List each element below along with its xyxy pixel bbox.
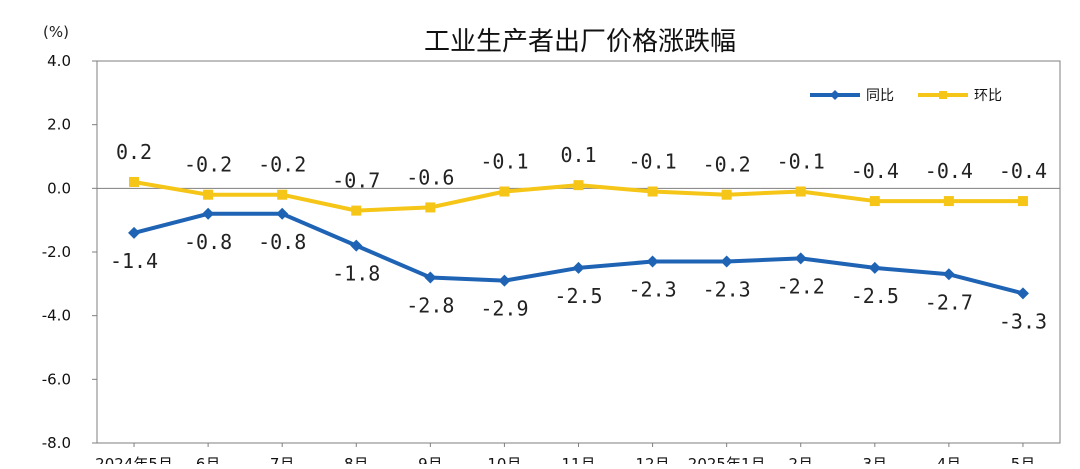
chart-title: 工业生产者出厂价格涨跌幅 bbox=[424, 27, 736, 57]
data-point-marker bbox=[721, 189, 732, 200]
data-label: -1.8 bbox=[332, 262, 380, 286]
series-layer bbox=[128, 176, 1029, 300]
data-point-marker bbox=[1017, 196, 1028, 207]
tick-labels: 4.0 2.0 0.0 -2.0 -4.0 -6.0 -8.0 2024年5月 6月 7月 8月 9月… bbox=[42, 52, 1036, 469]
data-label: -0.6 bbox=[406, 165, 454, 189]
data-label: -2.5 bbox=[851, 284, 899, 308]
data-label: -2.5 bbox=[554, 284, 602, 308]
data-label: -0.1 bbox=[480, 150, 528, 174]
data-label: -2.3 bbox=[703, 278, 751, 302]
x-tick-label: 2025年1月 bbox=[688, 455, 766, 464]
data-point-marker bbox=[203, 189, 214, 200]
data-label: -0.2 bbox=[703, 153, 751, 177]
y-tick-label: 2.0 bbox=[47, 116, 71, 134]
data-label: -0.2 bbox=[184, 153, 232, 177]
data-label: -2.9 bbox=[480, 297, 528, 321]
data-point-marker bbox=[794, 252, 807, 265]
data-label: -2.3 bbox=[628, 278, 676, 302]
data-label: 0.2 bbox=[116, 140, 152, 164]
y-tick-label: -6.0 bbox=[42, 370, 71, 388]
x-tick-label: 12月 bbox=[636, 455, 670, 464]
x-tick-label: 4月 bbox=[937, 455, 962, 464]
y-axis-unit-label: (%) bbox=[43, 23, 69, 41]
data-label: -0.8 bbox=[258, 230, 306, 254]
legend-label: 同比 bbox=[866, 88, 894, 104]
data-point-marker bbox=[498, 274, 511, 287]
data-point-marker bbox=[720, 255, 733, 268]
x-tick-label: 2月 bbox=[788, 455, 813, 464]
x-tick-label: 5月 bbox=[1011, 455, 1036, 464]
data-label: -1.4 bbox=[110, 249, 158, 273]
data-point-marker bbox=[573, 180, 584, 191]
x-tick-label: 3月 bbox=[863, 455, 888, 464]
x-tick-label: 7月 bbox=[270, 455, 295, 464]
legend-item: 环比 bbox=[918, 88, 1002, 104]
data-point-marker bbox=[869, 196, 880, 207]
data-point-marker bbox=[202, 207, 215, 220]
data-point-marker bbox=[499, 186, 510, 197]
legend: 同比 环比 bbox=[810, 88, 1002, 104]
data-point-marker bbox=[351, 205, 362, 216]
y-tick-label: 0.0 bbox=[47, 179, 71, 197]
data-label: -3.3 bbox=[999, 309, 1047, 333]
data-point-marker bbox=[128, 226, 141, 239]
data-point-marker bbox=[795, 186, 806, 197]
legend-item: 同比 bbox=[810, 88, 894, 104]
data-point-marker bbox=[425, 202, 436, 213]
x-tick-label: 6月 bbox=[196, 455, 221, 464]
legend-marker bbox=[939, 91, 947, 99]
data-label: -0.8 bbox=[184, 230, 232, 254]
data-point-marker bbox=[277, 189, 288, 200]
data-label: -0.7 bbox=[332, 169, 380, 193]
data-label: -0.2 bbox=[258, 153, 306, 177]
data-label: 0.1 bbox=[560, 143, 596, 167]
data-point-marker bbox=[943, 196, 954, 207]
series-yoy bbox=[128, 207, 1029, 300]
data-point-marker bbox=[276, 207, 289, 220]
data-label: -0.1 bbox=[777, 150, 825, 174]
x-tick-label: 10月 bbox=[487, 455, 521, 464]
legend-label: 环比 bbox=[974, 88, 1002, 104]
data-point-marker bbox=[129, 176, 140, 187]
y-tick-label: -8.0 bbox=[42, 434, 71, 452]
data-point-marker bbox=[868, 261, 881, 274]
data-point-marker bbox=[647, 186, 658, 197]
plot-area-border bbox=[96, 60, 1061, 444]
x-tick-label: 8月 bbox=[344, 455, 369, 464]
data-point-marker bbox=[646, 255, 659, 268]
y-tick-label: -2.0 bbox=[42, 243, 71, 261]
data-point-marker bbox=[572, 261, 585, 274]
data-label: -0.4 bbox=[851, 159, 899, 183]
x-tick-label: 9月 bbox=[418, 455, 443, 464]
x-tick-label: 11月 bbox=[561, 455, 595, 464]
x-tick-label: 2024年5月 bbox=[95, 455, 173, 464]
axes bbox=[92, 60, 1061, 447]
data-label: -2.2 bbox=[777, 274, 825, 298]
data-label: -0.4 bbox=[925, 159, 973, 183]
data-point-marker bbox=[1016, 287, 1029, 300]
series-mom bbox=[129, 176, 1028, 216]
data-labels: -1.4 -0.8 -0.8 -1.8 -2.8 -2.9 -2.5 -2.3 -2.3 -2.2… bbox=[110, 140, 1047, 333]
data-label: -0.1 bbox=[628, 150, 676, 174]
y-tick-label: -4.0 bbox=[42, 307, 71, 325]
data-point-marker bbox=[942, 268, 955, 281]
data-point-marker bbox=[424, 271, 437, 284]
data-point-marker bbox=[350, 239, 363, 252]
data-label: -2.7 bbox=[925, 290, 973, 314]
y-tick-label: 4.0 bbox=[47, 52, 71, 70]
data-label: -0.4 bbox=[999, 159, 1047, 183]
data-label: -2.8 bbox=[406, 293, 454, 317]
legend-marker bbox=[830, 90, 840, 100]
